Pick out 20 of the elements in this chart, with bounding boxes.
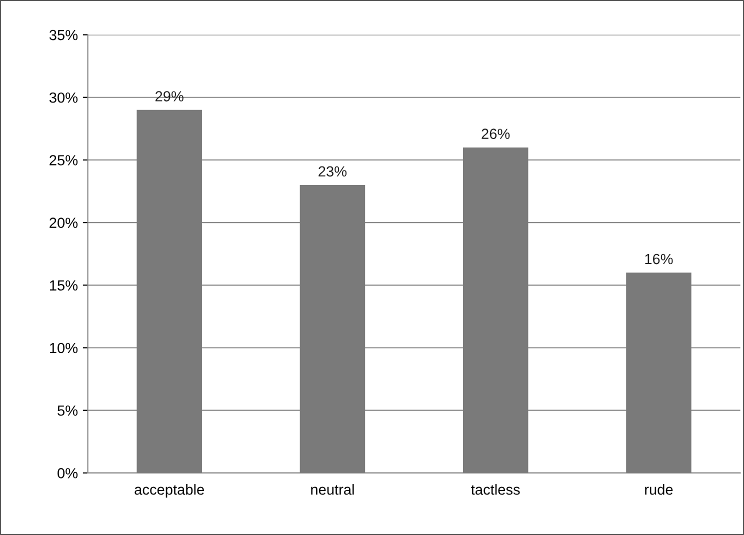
x-tick-label: acceptable — [134, 484, 204, 498]
y-tick-label: 35% — [49, 30, 78, 40]
data-label: 29% — [155, 91, 184, 102]
bar — [462, 147, 528, 473]
bar — [136, 110, 202, 473]
y-tick-label: 10% — [50, 342, 78, 354]
data-label: 23% — [318, 166, 347, 177]
y-tick-label: 15% — [50, 280, 78, 291]
data-label: 26% — [482, 128, 510, 140]
y-tick-label: 25% — [50, 155, 78, 166]
x-tick-label: neutral — [311, 484, 354, 495]
y-tick-label: 5% — [58, 406, 78, 416]
y-tick-label: 0% — [58, 468, 78, 478]
bar — [626, 272, 692, 473]
x-tick-label: tactless — [471, 484, 520, 495]
bar — [300, 185, 366, 473]
y-tick-label: 30% — [49, 92, 78, 103]
y-tick-label: 20% — [50, 218, 78, 228]
x-tick-label: rude — [645, 484, 673, 495]
data-label: 16% — [645, 254, 673, 264]
